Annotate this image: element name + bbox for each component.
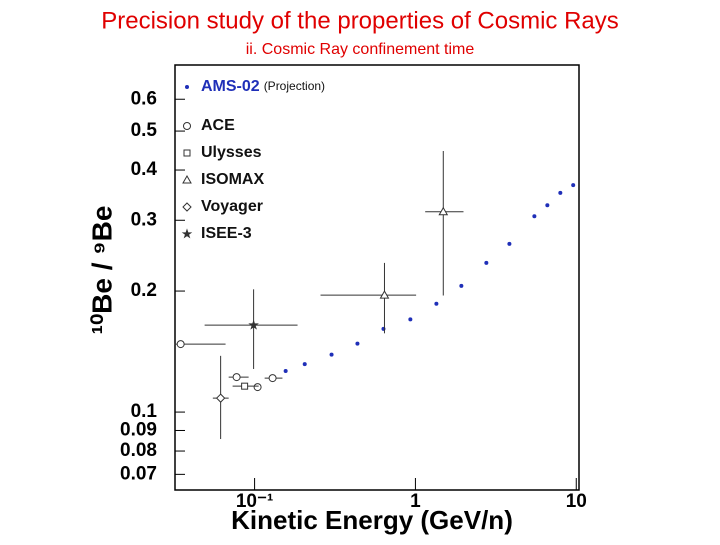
point [507,241,512,246]
y-axis-label: ¹⁰Be / ⁹Be [86,206,117,335]
point [283,369,288,374]
point [215,393,226,403]
annotation: (Projection) [264,79,325,93]
legend-marker [181,228,193,239]
point [379,290,390,299]
point [532,214,537,219]
point [355,341,360,346]
y-tick-label: 0.4 [131,159,158,180]
x-axis-label: Kinetic Energy (GeV/n) [231,505,513,535]
point [408,317,413,322]
legend-label: AMS-02 [201,78,260,95]
y-tick-label: 0.1 [131,401,158,422]
y-tick-label: 0.6 [131,88,157,109]
point [302,362,307,367]
point [268,374,277,383]
y-tick-label: 0.08 [120,440,157,461]
x-tick-label: 1 [410,491,421,512]
point [558,190,563,195]
y-tick-label: 0.2 [131,280,157,301]
y-tick-label: 0.09 [120,419,157,440]
legend-marker [183,149,191,157]
legend-label: Voyager [201,198,263,215]
y-tick-label: 0.3 [131,209,157,230]
y-tick-label: 0.07 [120,463,157,484]
point [241,382,249,390]
point [434,301,439,306]
point [484,260,489,265]
chart-subtitle: ii. Cosmic Ray confinement time [246,41,475,58]
x-tick-label: 10⁻¹ [236,491,274,512]
legend-marker [185,85,189,89]
x-tick-label: 10 [566,491,587,512]
legend-label: ISEE-3 [201,225,252,242]
legend-label: Ulysses [201,144,262,161]
chart-title: Precision study of the properties of Cos… [101,7,619,34]
point [248,319,259,330]
legend-label: ISOMAX [201,171,264,188]
point [253,383,262,392]
point [545,203,550,208]
legend-label: ACE [201,117,235,134]
legend-marker [182,174,192,184]
point [232,373,241,382]
point [176,340,185,349]
y-tick-label: 0.5 [131,120,158,141]
legend-marker [183,122,191,130]
point [571,183,576,188]
point [459,283,464,288]
point [438,206,449,216]
point [329,352,334,357]
plot-frame [174,64,580,491]
legend-marker [182,202,192,212]
